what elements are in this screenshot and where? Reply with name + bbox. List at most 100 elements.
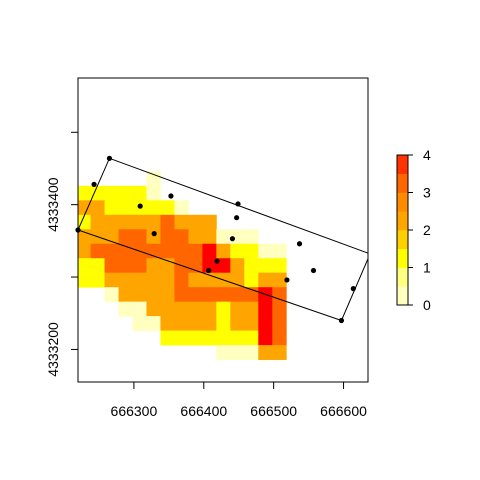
heatmap-cell: [174, 316, 189, 332]
heatmap-cell: [202, 214, 217, 230]
heatmap-cell: [272, 316, 287, 332]
heatmap-cell: [160, 301, 175, 317]
heatmap-cell: [132, 214, 147, 230]
heatmap-cell: [78, 243, 91, 259]
heatmap-cell: [146, 185, 161, 201]
heatmap-cell: [90, 185, 105, 201]
data-point: [235, 201, 241, 207]
heatmap-cell: [202, 301, 217, 317]
heatmap-cell: [78, 258, 91, 274]
data-point: [151, 231, 157, 237]
heatmap-cell: [230, 287, 245, 303]
heatmap-cell: [90, 200, 105, 216]
heatmap-cell: [272, 301, 287, 317]
data-point: [338, 317, 345, 324]
heatmap-cell: [244, 243, 259, 259]
heatmap-cell: [244, 345, 259, 360]
heatmap-cell: [216, 330, 231, 346]
legend-swatch: [397, 267, 408, 287]
legend-tick-label: 4: [423, 147, 431, 163]
heatmap-cell: [244, 258, 259, 274]
data-point: [284, 277, 290, 283]
data-point: [206, 267, 212, 274]
heatmap-cell: [174, 330, 189, 346]
heatmap-cell: [132, 287, 147, 303]
data-point: [350, 286, 356, 292]
heatmap-cell: [258, 272, 273, 288]
legend-tick-label: 3: [423, 185, 431, 201]
legend-swatch: [397, 286, 408, 306]
legend-swatch: [397, 173, 408, 193]
heatmap-cell: [258, 316, 273, 332]
heatmap-cell: [188, 243, 203, 259]
data-point: [214, 258, 220, 264]
heatmap-cell: [146, 171, 161, 187]
heatmap-cell: [258, 258, 273, 274]
heatmap-cell: [188, 301, 203, 317]
heatmap-cell: [118, 200, 133, 216]
heatmap-cell: [160, 214, 175, 230]
data-point: [310, 267, 317, 274]
heatmap-cell: [104, 200, 119, 216]
heatmap-cell: [90, 272, 105, 288]
heatmap-cell: [258, 330, 273, 346]
heatmap-cell: [258, 301, 273, 317]
legend-swatch: [397, 211, 408, 231]
heatmap-cell: [230, 243, 245, 259]
heatmap-cell: [118, 229, 133, 245]
heatmap-cell: [146, 214, 161, 230]
heatmap-cell: [188, 287, 203, 303]
heatmap-cell: [174, 243, 189, 259]
heatmap-cell: [160, 229, 175, 245]
heatmap-cell: [160, 330, 175, 346]
heatmap-cell: [132, 272, 147, 288]
data-point: [296, 241, 303, 247]
heatmap-cell: [230, 345, 245, 360]
heatmap-cell: [244, 272, 259, 288]
heatmap-cell: [78, 200, 91, 216]
heatmap-cell: [244, 330, 259, 346]
heatmap-cell: [90, 258, 105, 274]
legend-swatch: [397, 230, 408, 250]
heatmap-cell: [216, 316, 231, 332]
data-point: [91, 181, 97, 187]
heatmap-cell: [118, 214, 133, 230]
heatmap-cell: [188, 229, 203, 245]
heatmap-cell: [160, 272, 175, 288]
heatmap-cell: [202, 229, 217, 245]
heatmap-cell: [146, 258, 161, 274]
heatmap-cell: [202, 316, 217, 332]
heatmap-cell: [174, 287, 189, 303]
heatmap-cell: [216, 287, 231, 303]
heatmap-cell: [160, 200, 175, 216]
data-point: [137, 203, 143, 209]
plot-frame: [77, 77, 369, 383]
heatmap-cell: [272, 258, 287, 274]
heatmap-cell: [230, 330, 245, 346]
heatmap-cell: [188, 272, 203, 288]
heatmap-cell: [202, 258, 217, 274]
heatmap-cell: [202, 287, 217, 303]
heatmap-cell: [104, 258, 119, 274]
heatmap-cell: [174, 272, 189, 288]
heatmap-cell: [146, 316, 161, 332]
heatmap-cell: [188, 330, 203, 346]
heatmap-cell: [78, 272, 91, 288]
point-markers: [75, 155, 356, 324]
legend-swatch: [397, 248, 408, 268]
heatmap-cell: [272, 345, 287, 360]
heatmap-cell: [118, 287, 133, 303]
heatmap-cell: [272, 287, 287, 303]
heatmap-cell: [272, 272, 287, 288]
x-tick-label: 666600: [320, 403, 367, 419]
heatmap-cell: [244, 229, 259, 245]
legend-swatch: [397, 155, 408, 175]
heatmap-cell: [132, 258, 147, 274]
heatmap-cell: [216, 345, 231, 360]
heatmap-cell: [146, 272, 161, 288]
y-axis: 4333200 4333400: [45, 131, 78, 377]
heatmap-cell: [216, 243, 231, 259]
heatmap-cell: [146, 301, 161, 317]
heatmap-cell: [258, 243, 273, 259]
